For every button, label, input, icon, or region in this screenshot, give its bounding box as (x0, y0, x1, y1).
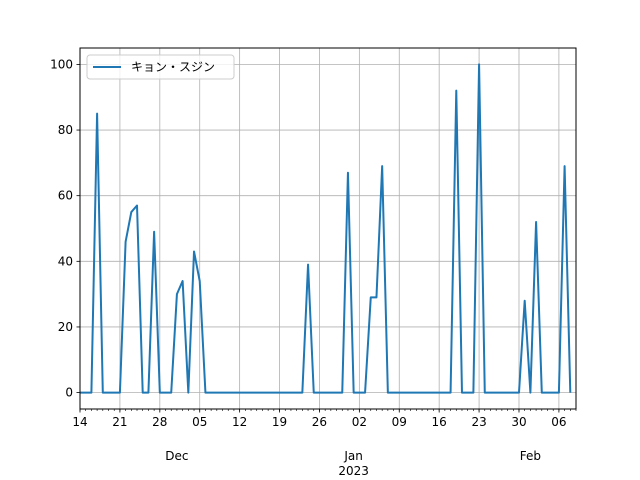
axes-frame (79, 47, 577, 410)
x-tick-label: 26 (312, 415, 327, 429)
x-tick-label: 12 (232, 415, 247, 429)
legend: キョン・スジン (86, 54, 235, 80)
x-tick-label: 23 (471, 415, 486, 429)
x-month-label: 2023 (338, 464, 369, 478)
x-tick-label: 28 (152, 415, 167, 429)
y-axis: 0 20 40 60 80 100 (50, 57, 80, 400)
legend-box (86, 54, 235, 80)
y-tick-label: 100 (50, 57, 73, 71)
legend-label: キョン・スジン (131, 60, 215, 74)
x-month-label: Dec (165, 449, 188, 463)
x-tick-label: 05 (192, 415, 207, 429)
series-layer (80, 63, 572, 394)
x-month-label: Feb (520, 449, 541, 463)
grid-lines (79, 48, 576, 409)
x-month-label: Jan (343, 449, 363, 463)
y-tick-label: 40 (58, 254, 73, 268)
x-tick-label: 14 (72, 415, 87, 429)
y-tick-label: 20 (58, 320, 73, 334)
x-tick-label: 19 (272, 415, 287, 429)
x-tick-label: 02 (352, 415, 367, 429)
x-tick-label: 06 (551, 415, 566, 429)
series-line (80, 63, 572, 394)
x-tick-label: 16 (432, 415, 447, 429)
x-tick-label: 30 (511, 415, 526, 429)
x-tick-label: 09 (392, 415, 407, 429)
x-tick-label: 21 (112, 415, 127, 429)
y-tick-label: 0 (65, 386, 73, 400)
y-tick-label: 80 (58, 123, 73, 137)
y-tick-label: 60 (58, 189, 73, 203)
